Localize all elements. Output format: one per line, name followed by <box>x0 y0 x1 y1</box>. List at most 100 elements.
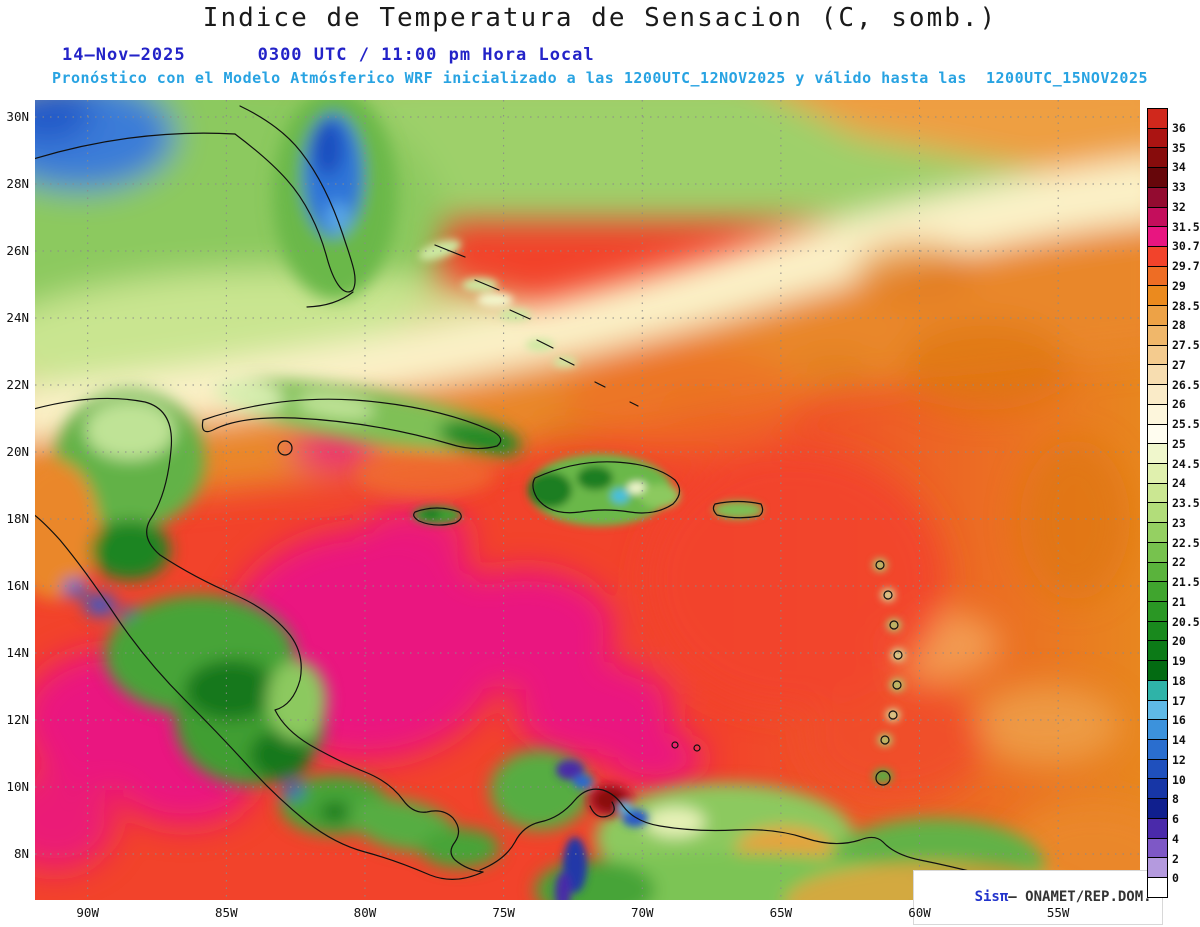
colorbar-cell-27 <box>1148 641 1167 662</box>
coast-gulf <box>35 132 236 160</box>
colorbar-label-23.5: 23.5 <box>1172 496 1200 510</box>
colorbar-label-29.7: 29.7 <box>1172 259 1200 273</box>
coast-florida-keys <box>306 291 354 308</box>
coast-hispaniola <box>532 461 681 514</box>
lat-tick-14N: 14N <box>6 645 29 660</box>
colorbar-cell-2 <box>1148 148 1167 169</box>
colorbar-cell-37 <box>1148 838 1167 859</box>
colorbar-label-20: 20 <box>1172 634 1186 649</box>
colorbar-cell-25 <box>1148 601 1167 622</box>
colorbar-label-30.7: 30.7 <box>1172 239 1200 254</box>
lon-tick-90W: 90W <box>76 905 99 920</box>
colorbar-cell-12 <box>1148 345 1167 366</box>
lat-tick-16N: 16N <box>6 578 29 593</box>
lon-tick-65W: 65W <box>769 905 793 920</box>
colorbar-label-8: 8 <box>1172 792 1179 807</box>
colorbar-cell-35 <box>1148 799 1167 819</box>
lat-tick-30N: 30N <box>6 109 29 124</box>
colorbar-label-12: 12 <box>1172 752 1186 767</box>
coastlines <box>35 105 1140 900</box>
lat-tick-22N: 22N <box>6 377 29 392</box>
colorbar-label-21: 21 <box>1172 594 1186 609</box>
colorbar-cell-16 <box>1148 424 1167 445</box>
coast-bonaire <box>693 744 701 752</box>
colorbar-cell-11 <box>1148 325 1167 346</box>
lat-tick-20N: 20N <box>6 444 29 459</box>
map-plot-area: Sisπ– ONAMET/REP.DOM. <box>35 100 1163 925</box>
colorbar-label-27.5: 27.5 <box>1172 338 1200 352</box>
colorbar-label-16: 16 <box>1172 713 1186 728</box>
lon-tick-85W: 85W <box>215 905 238 920</box>
coast-central-america-east <box>35 397 484 873</box>
attribution-org: – ONAMET/REP.DOM. <box>1008 889 1152 905</box>
colorbar-cell-29 <box>1148 680 1167 701</box>
coast-lake-maracaibo <box>589 801 615 818</box>
colorbar-label-19: 19 <box>1172 654 1186 668</box>
lat-tick-26N: 26N <box>6 243 29 258</box>
colorbar-label-25: 25 <box>1172 436 1186 451</box>
colorbar-label-28: 28 <box>1172 318 1186 333</box>
lat-tick-24N: 24N <box>6 310 29 325</box>
lat-tick-10N: 10N <box>6 779 29 794</box>
lat-tick-28N: 28N <box>6 176 29 191</box>
colorbar-cell-3 <box>1148 168 1167 188</box>
colorbar-label-10: 10 <box>1172 772 1186 787</box>
page-title: Indice de Temperatura de Sensacion (C, s… <box>202 3 998 33</box>
lon-tick-80W: 80W <box>353 905 377 920</box>
colorbar-cell-4 <box>1148 187 1167 208</box>
colorbar-label-6: 6 <box>1172 812 1179 826</box>
colorbar-cell-26 <box>1148 621 1167 642</box>
attribution-brand: Sisπ <box>974 889 1009 905</box>
coast-lesser-antilles <box>875 560 903 745</box>
colorbar-label-32: 32 <box>1172 199 1186 214</box>
colorbar-cell-30 <box>1148 700 1167 721</box>
colorbar-label-22.5: 22.5 <box>1172 535 1200 550</box>
lat-tick-8N: 8N <box>13 846 29 861</box>
colorbar-label-31.5: 31.5 <box>1172 219 1200 234</box>
colorbar-cell-7 <box>1148 247 1167 267</box>
lat-tick-18N: 18N <box>6 511 29 526</box>
colorbar-cell-31 <box>1148 720 1167 740</box>
colorbar-label-35: 35 <box>1172 140 1186 155</box>
colorbar-cell-9 <box>1148 286 1167 307</box>
coast-florida <box>234 105 356 293</box>
colorbar-cell-38 <box>1148 858 1167 879</box>
colorbar-cell-13 <box>1148 365 1167 386</box>
colorbar-cell-5 <box>1148 207 1167 228</box>
colorbar-cell-21 <box>1148 523 1167 543</box>
colorbar-label-27: 27 <box>1172 357 1186 372</box>
colorbar-cell-22 <box>1148 542 1167 563</box>
coast-puerto-rico <box>712 500 764 519</box>
colorbar-cell-10 <box>1148 306 1167 326</box>
colorbar-cell-15 <box>1148 404 1167 425</box>
colorbar-cell-8 <box>1148 266 1167 287</box>
colorbar-label-33: 33 <box>1172 180 1186 194</box>
colorbar-label-29: 29 <box>1172 278 1186 293</box>
colorbar-label-36: 36 <box>1172 120 1186 135</box>
colorbar-cell-33 <box>1148 759 1167 780</box>
valid-time: 0300 UTC / 11:00 pm Hora Local <box>257 45 595 65</box>
colorbar <box>1147 108 1168 898</box>
coast-curacao <box>671 741 679 749</box>
colorbar-label-25.5: 25.5 <box>1172 417 1200 431</box>
lon-tick-75W: 75W <box>492 905 515 920</box>
coast-trinidad <box>875 770 891 786</box>
forecast-model-line: Pronóstico con el Modelo Atmósferico WRF… <box>51 69 1149 87</box>
lat-tick-12N: 12N <box>6 712 29 727</box>
lon-tick-70W: 70W <box>630 905 654 920</box>
colorbar-label-22: 22 <box>1172 555 1186 570</box>
colorbar-label-34: 34 <box>1172 160 1186 175</box>
colorbar-cell-23 <box>1148 562 1167 583</box>
colorbar-label-24.5: 24.5 <box>1172 456 1200 471</box>
colorbar-label-18: 18 <box>1172 673 1186 688</box>
colorbar-cell-36 <box>1148 818 1167 839</box>
colorbar-cell-32 <box>1148 740 1167 760</box>
coast-south-america <box>479 788 1140 900</box>
attribution-box: Sisπ– ONAMET/REP.DOM. <box>913 870 1163 925</box>
colorbar-label-14: 14 <box>1172 733 1186 747</box>
valid-date: 14–Nov–2025 <box>62 45 186 65</box>
coast-bahamas <box>434 244 639 407</box>
colorbar-labels: 36 35 34 33 32 31.5 30.7 29.7 29 28.5 28 27.5 27 26.5… <box>1172 108 1200 898</box>
colorbar-cell-20 <box>1148 503 1167 524</box>
colorbar-cell-39 <box>1148 878 1167 897</box>
